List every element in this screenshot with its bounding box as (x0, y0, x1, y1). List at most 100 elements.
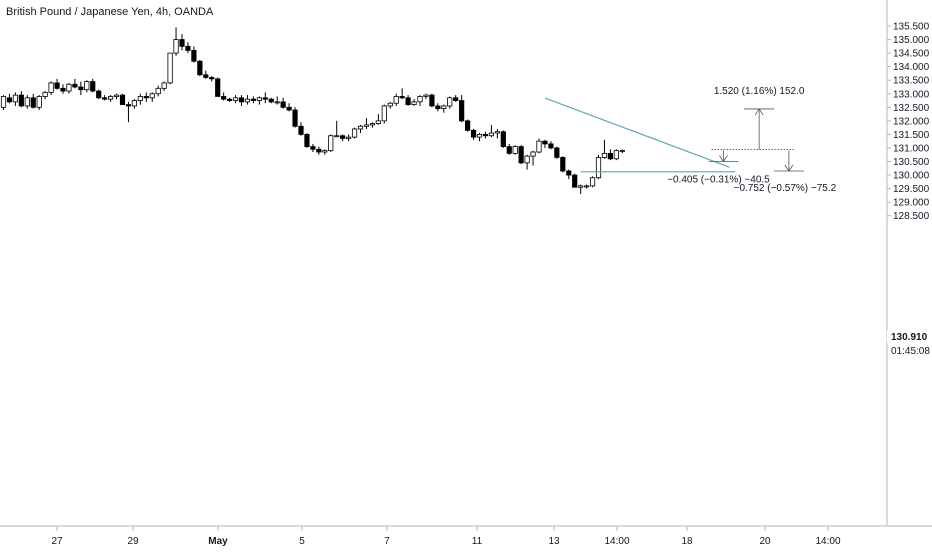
candle[interactable] (572, 173, 578, 188)
candle[interactable] (584, 184, 590, 189)
candle[interactable] (167, 52, 173, 85)
candle[interactable] (262, 92, 268, 104)
candle[interactable] (548, 141, 554, 150)
candle[interactable] (203, 70, 209, 79)
candle[interactable] (42, 91, 48, 100)
candle[interactable] (304, 133, 310, 148)
candle[interactable] (185, 42, 191, 54)
measure-down[interactable]: −0.752 (−0.57%) −75.2 (734, 150, 837, 194)
candle[interactable] (292, 107, 298, 128)
candle[interactable] (30, 93, 36, 109)
candle[interactable] (387, 101, 393, 109)
measure-small[interactable]: −0.405 (−0.31%) −40.5 (667, 150, 770, 186)
candle[interactable] (161, 81, 167, 92)
candle[interactable] (357, 124, 364, 134)
candle[interactable] (108, 95, 114, 102)
candle[interactable] (232, 95, 239, 104)
candle[interactable] (316, 146, 322, 155)
candle[interactable] (613, 149, 619, 161)
candle[interactable] (72, 78, 78, 89)
candle[interactable] (470, 128, 477, 140)
candle[interactable] (113, 93, 120, 100)
candle[interactable] (191, 46, 197, 63)
candle[interactable] (423, 93, 429, 100)
candle[interactable] (54, 78, 60, 90)
candle[interactable] (506, 143, 512, 155)
candle[interactable] (578, 184, 584, 195)
candle[interactable] (310, 143, 316, 153)
candle[interactable] (589, 176, 596, 188)
candle[interactable] (149, 92, 155, 102)
candle[interactable] (102, 95, 108, 101)
candle[interactable] (375, 114, 381, 125)
candle[interactable] (60, 84, 66, 94)
candle[interactable] (179, 34, 185, 51)
candle[interactable] (18, 91, 24, 108)
candle[interactable] (393, 93, 399, 106)
candle[interactable] (6, 93, 13, 104)
candle[interactable] (560, 156, 566, 173)
candle[interactable] (542, 139, 548, 148)
candle[interactable] (256, 96, 262, 105)
measure-up[interactable]: 1.520 (1.16%) 152.0 (714, 86, 805, 150)
candle[interactable] (12, 92, 18, 106)
candle[interactable] (36, 95, 42, 111)
candle[interactable] (595, 154, 602, 180)
candle[interactable] (125, 101, 132, 123)
candle[interactable] (500, 130, 506, 148)
candle[interactable] (464, 119, 471, 132)
candle[interactable] (417, 95, 423, 106)
candle[interactable] (173, 27, 179, 56)
time-axis[interactable]: 27 29 May 5 7 11 13 14:00 18 20 14:00 (0, 525, 932, 547)
candle[interactable] (351, 127, 358, 139)
candle[interactable] (369, 122, 376, 128)
candle[interactable] (155, 85, 161, 97)
candle[interactable] (119, 93, 126, 105)
candle[interactable] (268, 97, 274, 104)
drawings[interactable]: 1.520 (1.16%) 152.0 −0.405 (−0.31%) −40.5… (544, 86, 837, 194)
candle[interactable] (286, 103, 292, 112)
candle[interactable] (399, 88, 405, 100)
candle[interactable] (435, 103, 441, 112)
candles[interactable] (0, 27, 625, 195)
candle[interactable] (143, 92, 149, 102)
candle[interactable] (566, 169, 572, 180)
candle[interactable] (345, 134, 352, 142)
candle[interactable] (24, 95, 30, 109)
candle[interactable] (48, 81, 54, 96)
trendline[interactable] (544, 97, 730, 168)
candle[interactable] (197, 59, 203, 77)
candle[interactable] (322, 149, 328, 155)
price-axis[interactable]: 135.500 135.000 134.500 134.000 133.500 133.0… (886, 0, 930, 526)
candle[interactable] (328, 134, 334, 153)
candle[interactable] (298, 122, 304, 136)
candle[interactable] (429, 93, 435, 108)
candle[interactable] (131, 99, 137, 109)
candle[interactable] (250, 96, 256, 104)
candle[interactable] (66, 82, 72, 94)
candle[interactable] (524, 154, 530, 170)
candle[interactable] (280, 97, 286, 109)
candle[interactable] (238, 95, 245, 106)
candle[interactable] (363, 118, 370, 129)
candle[interactable] (447, 96, 453, 109)
candle[interactable] (459, 95, 465, 123)
candle[interactable] (209, 76, 215, 82)
candle[interactable] (554, 146, 560, 159)
candle[interactable] (530, 150, 536, 166)
candle[interactable] (441, 104, 447, 113)
candle[interactable] (536, 138, 542, 154)
candle[interactable] (340, 134, 346, 142)
candle[interactable] (494, 128, 500, 139)
candle[interactable] (405, 95, 411, 106)
candle[interactable] (482, 131, 489, 139)
candle[interactable] (274, 96, 280, 105)
candle[interactable] (215, 77, 221, 97)
candle[interactable] (512, 145, 518, 155)
candle[interactable] (411, 99, 417, 106)
candle[interactable] (84, 80, 90, 93)
candle[interactable] (607, 149, 614, 161)
candle[interactable] (78, 81, 84, 96)
